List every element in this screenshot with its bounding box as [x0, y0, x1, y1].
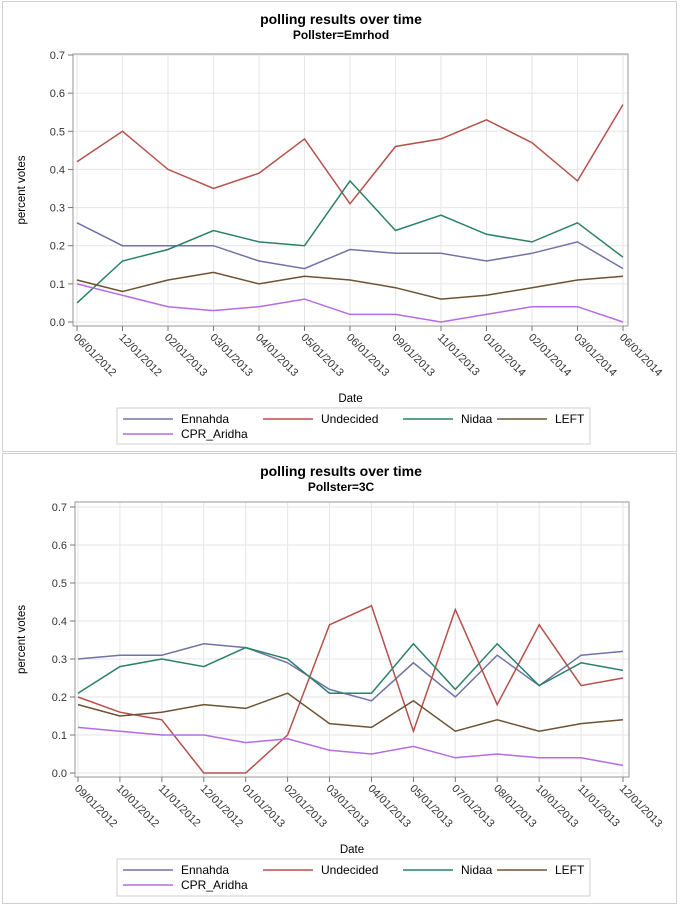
series-line-cpr_aridha [77, 726, 624, 767]
x-tick-label: 05/01/2013 [407, 783, 454, 830]
y-tick-label: 0.6 [52, 540, 67, 552]
y-tick-label: 0.0 [52, 768, 67, 780]
legend-label-undecided: Undecided [321, 412, 378, 426]
y-axis-label: percent votes [16, 605, 28, 674]
y-tick-label: 0.2 [50, 241, 65, 253]
legend-label-cpr_aridha: CPR_Aridha [181, 427, 248, 441]
y-tick-label: 0.0 [50, 317, 65, 329]
y-tick-label: 0.5 [52, 578, 67, 590]
y-tick-label: 0.4 [50, 164, 65, 176]
x-tick-label: 04/01/2013 [365, 783, 412, 830]
x-tick-label: 11/01/2013 [435, 332, 482, 379]
x-tick-label: 10/01/2013 [533, 783, 580, 830]
legend-label-ennahda: Ennahda [181, 412, 229, 426]
series-line-undecided [77, 604, 624, 774]
x-axis-label: Date [338, 393, 362, 405]
legend-label-left: LEFT [555, 412, 585, 426]
legend: Ennahda Undecided Nidaa LEFT CPR_Aridha [116, 858, 591, 897]
x-tick-label: 12/01/2012 [198, 783, 245, 830]
series-line-undecided [76, 104, 624, 206]
x-tick-label: 01/01/2014 [480, 332, 527, 379]
x-tick-label: 12/01/2013 [617, 783, 664, 830]
x-tick-label: 08/01/2013 [491, 783, 538, 830]
x-tick-label: 09/01/2012 [72, 783, 119, 830]
y-tick-label: 0.5 [50, 126, 65, 138]
legend: Ennahda Undecided Nidaa LEFT CPR_Aridha [116, 407, 591, 445]
series-line-ennahda [76, 222, 624, 270]
chart-panel-3c: polling results over time Pollster=3C 0.0 0… [2, 453, 677, 904]
x-tick-label: 06/01/2014 [617, 332, 664, 379]
legend-box [116, 407, 591, 445]
x-tick-label: 11/01/2013 [575, 783, 622, 830]
x-tick-label: 12/01/2012 [116, 332, 163, 379]
y-tick-label: 0.7 [50, 50, 65, 62]
x-tick-label: 01/01/2013 [240, 783, 287, 830]
y-tick-label: 0.7 [52, 502, 67, 514]
plot-frame [74, 501, 630, 778]
chart-panel-emrhod: polling results over time Pollster=Emrhod… [2, 1, 677, 452]
x-tick-label: 03/01/2014 [571, 332, 618, 379]
series-line-nidaa [77, 642, 624, 694]
legend-label-ennahda: Ennahda [181, 863, 229, 877]
x-tick-label: 06/01/2012 [71, 332, 118, 379]
legend-label-nidaa: Nidaa [461, 863, 493, 877]
y-tick-label: 0.6 [50, 88, 65, 100]
y-tick-label: 0.1 [52, 730, 67, 742]
series-line-ennahda [77, 643, 624, 702]
gridlines [75, 502, 629, 777]
y-tick-label: 0.2 [52, 692, 67, 704]
x-tick-label: 06/01/2013 [344, 332, 391, 379]
y-axis-label: percent votes [16, 155, 28, 224]
x-tick-label: 11/01/2012 [156, 783, 203, 830]
y-tick-label: 0.4 [52, 616, 67, 628]
x-tick-label: 07/01/2013 [449, 783, 496, 830]
legend-box [116, 858, 591, 897]
series-line-cpr_aridha [76, 283, 624, 323]
x-tick-label: 05/01/2013 [298, 332, 345, 379]
y-tick-label: 0.3 [50, 203, 65, 215]
x-tick-label: 10/01/2012 [114, 783, 161, 830]
x-tick-label: 03/01/2013 [323, 783, 370, 830]
chart-subtitle: Pollster=3C [308, 480, 375, 494]
chart-title: polling results over time [260, 463, 422, 479]
chart-emrhod: polling results over timePollster=Emrhod… [16, 11, 664, 445]
x-tick-label: 02/01/2013 [162, 332, 209, 379]
y-tick-label: 0.3 [52, 654, 67, 666]
series-line-left [77, 692, 624, 733]
y-tick-label: 0.1 [50, 279, 65, 291]
legend-label-undecided: Undecided [321, 863, 378, 877]
chart-subtitle: Pollster=Emrhod [293, 28, 389, 42]
legend-label-cpr_aridha: CPR_Aridha [181, 878, 248, 892]
x-tick-label: 02/01/2014 [526, 332, 573, 379]
x-tick-label: 03/01/2013 [207, 332, 254, 379]
x-tick-label: 04/01/2013 [253, 332, 300, 379]
series-line-left [76, 271, 624, 300]
legend-label-nidaa: Nidaa [461, 412, 493, 426]
x-tick-label: 02/01/2013 [281, 783, 328, 830]
series-line-nidaa [76, 179, 624, 304]
x-axis-label: Date [340, 844, 364, 856]
gridlines [73, 54, 628, 326]
legend-label-left: LEFT [555, 863, 585, 877]
x-tick-label: 09/01/2013 [389, 332, 436, 379]
chart-title: polling results over time [260, 11, 422, 27]
